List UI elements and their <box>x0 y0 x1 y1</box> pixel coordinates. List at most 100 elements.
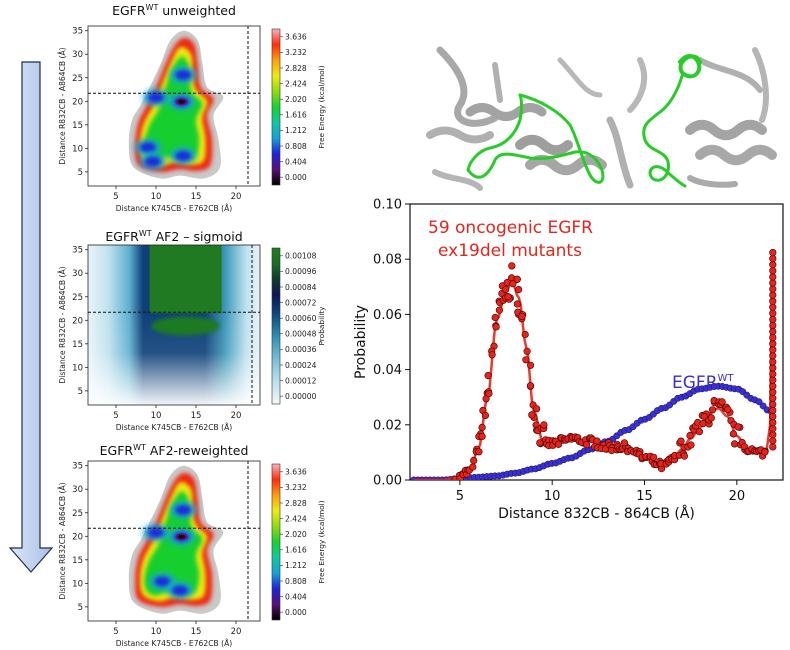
data-point <box>509 280 517 288</box>
energy-minimum-core <box>175 69 192 80</box>
high-probability-blob <box>151 316 221 336</box>
data-point <box>699 420 707 428</box>
data-point <box>504 293 512 301</box>
x-tick-label: 10 <box>151 192 162 202</box>
data-point <box>769 291 777 299</box>
data-point <box>718 398 726 406</box>
y-tick-label: 15 <box>72 556 83 566</box>
data-point <box>582 441 591 449</box>
data-point <box>769 394 777 402</box>
energy-minimum-core <box>172 585 188 596</box>
panel-title-superscript: WT <box>146 3 159 12</box>
colorbar-tick-label: 1.616 <box>285 546 307 555</box>
energy-minimum-core <box>144 156 161 167</box>
data-point <box>724 405 732 414</box>
colorbar-tick-label: 0.00084 <box>285 283 317 292</box>
x-tick-label: 10 <box>151 627 162 637</box>
y-tick-label: 30 <box>72 485 83 495</box>
colorbar-tick-label: 0.00036 <box>285 345 317 354</box>
colorbar-tick-label: 2.020 <box>285 530 307 539</box>
data-point <box>769 443 777 451</box>
y-axis-label: Probability <box>353 305 369 379</box>
y-tick-label: 35 <box>72 27 83 37</box>
panel-title-main: EGFR <box>112 3 146 18</box>
data-point <box>708 406 717 414</box>
panel-title-rest: unweighted <box>158 3 236 18</box>
data-point <box>729 430 738 438</box>
data-point <box>755 398 763 406</box>
colorbar-tick-label: 0.000 <box>285 173 307 182</box>
data-point <box>513 300 521 308</box>
y-axis-label: Distance R832CB - A864CB (Å) <box>58 47 67 164</box>
plot-frame <box>87 244 261 406</box>
data-point <box>470 456 478 465</box>
colorbar-tick-label: 0.808 <box>285 142 307 151</box>
data-point <box>521 330 529 339</box>
panel-title-main: EGFR <box>100 443 134 458</box>
y-tick-label: 0.04 <box>373 363 402 378</box>
y-tick-label: 25 <box>72 74 83 84</box>
energy-minimum-core <box>154 576 171 587</box>
annotation-mutants-line1: 59 oncogenic EGFR <box>428 218 593 238</box>
data-point <box>769 352 777 360</box>
colorbar-tick-label: 2.828 <box>285 499 307 508</box>
data-point <box>769 370 777 378</box>
heatmap-panel-af2_sigmoid: EGFRWT AF2 – sigmoid 5 10 15 20 5 10 15 20 25 30 35… <box>58 229 326 432</box>
workflow-arrow <box>8 61 54 573</box>
y-tick-label: 5 <box>78 387 83 397</box>
data-point <box>700 412 708 421</box>
colorbar-tick-label: 0.00000 <box>285 392 317 401</box>
y-tick-label: 35 <box>72 462 83 472</box>
colorbar-tick-label: 0.00024 <box>285 361 317 370</box>
panel-title: EGFRWT AF2 – sigmoid <box>105 229 242 244</box>
panel-title-rest: AF2 – sigmoid <box>152 229 243 244</box>
panel-title: EGFRWT unweighted <box>112 3 236 18</box>
colorbar-tick-label: 0.00060 <box>285 314 317 323</box>
data-point <box>526 382 535 390</box>
heatmap-panel-af2_reweighted: EGFRWT AF2-reweighted 5 10 15 20 5 10 15 20 25 30 3… <box>58 443 326 648</box>
plot-frame <box>409 203 784 481</box>
y-tick-label: 20 <box>72 97 83 107</box>
colorbar-tick-label: 0.00048 <box>285 330 317 339</box>
series-mutants <box>413 249 777 480</box>
x-tick-label: 5 <box>113 627 118 637</box>
data-point <box>677 437 685 445</box>
y-tick-label: 35 <box>72 246 83 256</box>
data-point <box>491 313 499 322</box>
x-axis-label: Distance K745CB - E762CB (Å) <box>116 639 233 648</box>
data-point <box>540 421 548 429</box>
annotation-wt: EGFRWT <box>672 373 734 393</box>
data-point <box>769 255 777 263</box>
data-point <box>536 439 544 447</box>
annotation-wt-main: EGFR <box>672 373 718 393</box>
data-point <box>518 312 526 321</box>
y-tick-label: 20 <box>72 532 83 542</box>
colorbar-tick-label: 0.00108 <box>285 252 317 261</box>
x-tick-label: 15 <box>636 489 653 504</box>
data-point <box>650 453 658 461</box>
data-point <box>469 463 477 471</box>
data-point <box>502 285 510 294</box>
data-point <box>523 347 531 355</box>
data-point <box>769 364 777 372</box>
data-point <box>769 249 777 257</box>
colorbar-tick-label: 0.00012 <box>285 376 317 385</box>
energy-contour-green <box>144 56 203 161</box>
colorbar-tick-label: 0.808 <box>285 577 307 586</box>
x-tick-label: 20 <box>231 192 242 202</box>
x-tick-label: 10 <box>151 411 162 421</box>
y-tick-label: 30 <box>72 50 83 60</box>
data-point <box>769 382 777 390</box>
energy-minimum-core <box>175 504 192 515</box>
high-probability-column <box>149 245 222 314</box>
y-tick-label: 5 <box>78 168 83 178</box>
colorbar-tick-label: 3.636 <box>285 33 307 42</box>
y-axis-label: Distance R832CB - A864CB (Å) <box>58 266 67 383</box>
colorbar-tick-label: 0.00072 <box>285 298 317 307</box>
y-tick-label: 0.06 <box>373 308 402 323</box>
data-point <box>485 390 493 398</box>
data-point <box>769 346 777 354</box>
colorbar-tick-label: 3.636 <box>285 468 307 477</box>
colorbar-tick-label: 0.404 <box>285 592 307 601</box>
